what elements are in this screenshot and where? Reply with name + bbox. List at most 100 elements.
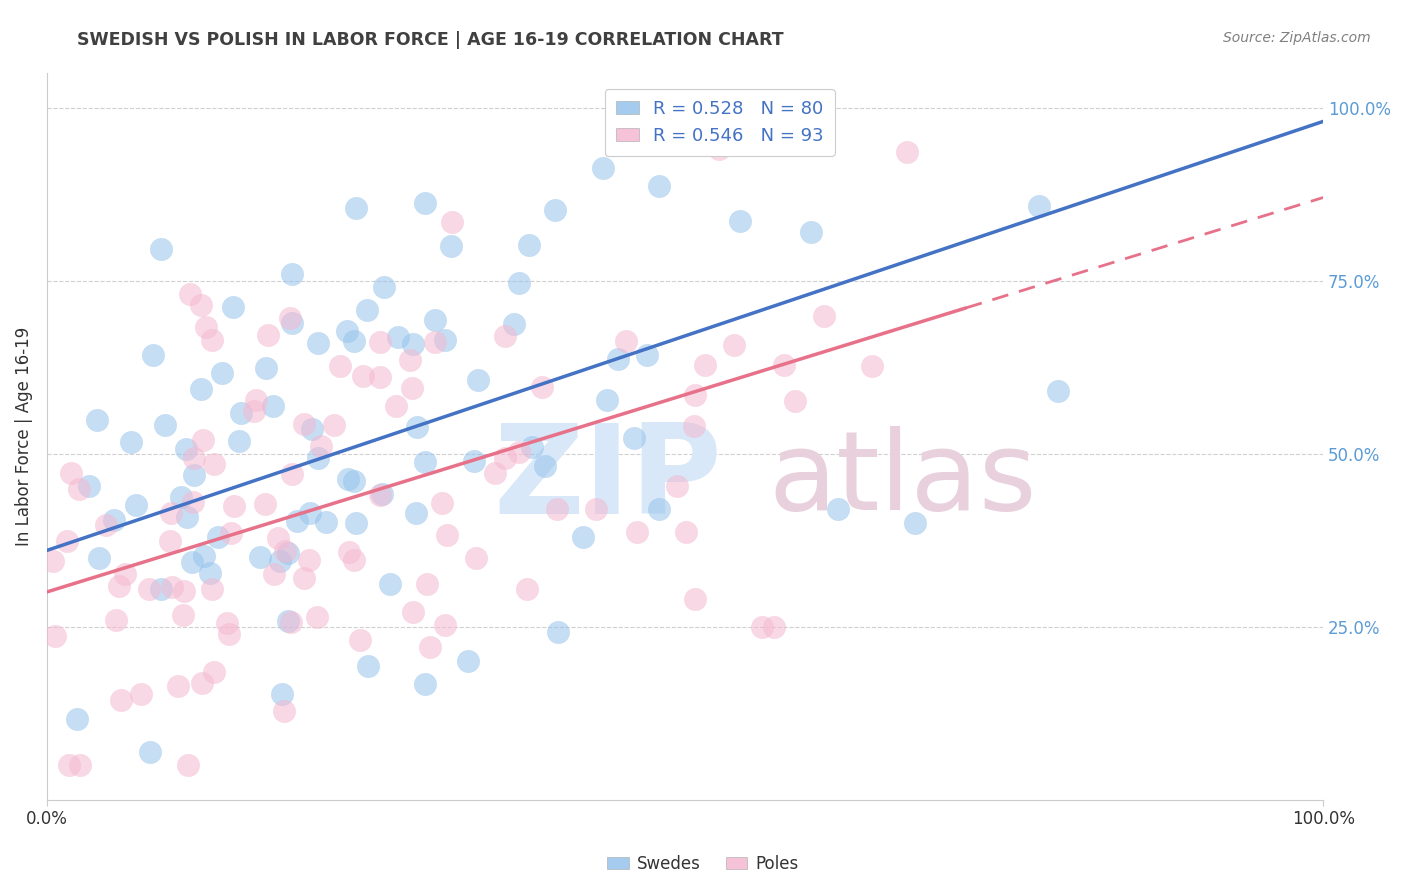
Point bbox=[263, 567, 285, 582]
Point bbox=[457, 654, 479, 668]
Point bbox=[572, 530, 595, 544]
Point bbox=[494, 450, 516, 465]
Point bbox=[343, 474, 366, 488]
Point bbox=[763, 619, 786, 633]
Point bbox=[257, 327, 280, 342]
Point bbox=[402, 337, 425, 351]
Point bbox=[103, 513, 125, 527]
Point bbox=[285, 514, 308, 528]
Point bbox=[904, 516, 927, 530]
Point bbox=[502, 317, 524, 331]
Point bbox=[648, 502, 671, 516]
Point bbox=[274, 544, 297, 558]
Point bbox=[356, 303, 378, 318]
Point bbox=[249, 550, 271, 565]
Text: SWEDISH VS POLISH IN LABOR FORCE | AGE 16-19 CORRELATION CHART: SWEDISH VS POLISH IN LABOR FORCE | AGE 1… bbox=[77, 31, 785, 49]
Point bbox=[273, 704, 295, 718]
Point bbox=[336, 324, 359, 338]
Point bbox=[413, 455, 436, 469]
Point bbox=[508, 276, 530, 290]
Point bbox=[626, 524, 648, 539]
Point bbox=[153, 418, 176, 433]
Point bbox=[180, 555, 202, 569]
Point bbox=[709, 142, 731, 156]
Point bbox=[682, 418, 704, 433]
Point bbox=[110, 693, 132, 707]
Point bbox=[269, 554, 291, 568]
Point bbox=[543, 203, 565, 218]
Point bbox=[467, 373, 489, 387]
Point bbox=[307, 450, 329, 465]
Point bbox=[301, 422, 323, 436]
Point bbox=[827, 502, 849, 516]
Point bbox=[423, 334, 446, 349]
Point bbox=[416, 577, 439, 591]
Point bbox=[533, 458, 555, 473]
Point bbox=[59, 466, 82, 480]
Point bbox=[222, 499, 245, 513]
Point bbox=[167, 679, 190, 693]
Point bbox=[463, 453, 485, 467]
Point bbox=[245, 392, 267, 407]
Point bbox=[387, 329, 409, 343]
Point bbox=[201, 333, 224, 347]
Point bbox=[66, 712, 89, 726]
Point bbox=[592, 161, 614, 175]
Point bbox=[228, 434, 250, 448]
Point bbox=[86, 413, 108, 427]
Point bbox=[211, 366, 233, 380]
Point bbox=[723, 338, 745, 352]
Point bbox=[344, 202, 367, 216]
Point bbox=[298, 553, 321, 567]
Point bbox=[179, 287, 201, 301]
Y-axis label: In Labor Force | Age 16-19: In Labor Force | Age 16-19 bbox=[15, 326, 32, 546]
Point bbox=[243, 403, 266, 417]
Point bbox=[517, 237, 540, 252]
Point bbox=[434, 333, 457, 347]
Point bbox=[138, 582, 160, 596]
Point bbox=[200, 566, 222, 580]
Legend: Swedes, Poles: Swedes, Poles bbox=[600, 848, 806, 880]
Point bbox=[349, 633, 371, 648]
Point bbox=[280, 317, 302, 331]
Point bbox=[378, 577, 401, 591]
Point bbox=[267, 531, 290, 545]
Point bbox=[280, 615, 302, 629]
Text: atlas: atlas bbox=[768, 426, 1036, 533]
Point bbox=[385, 399, 408, 413]
Point bbox=[772, 358, 794, 372]
Point bbox=[614, 334, 637, 348]
Point bbox=[1028, 199, 1050, 213]
Point bbox=[343, 553, 366, 567]
Point bbox=[413, 195, 436, 210]
Point bbox=[439, 238, 461, 252]
Point bbox=[277, 615, 299, 629]
Point bbox=[636, 348, 658, 362]
Point bbox=[201, 582, 224, 597]
Point bbox=[194, 319, 217, 334]
Text: ZIP: ZIP bbox=[494, 419, 723, 541]
Point bbox=[683, 591, 706, 606]
Point bbox=[495, 329, 517, 343]
Legend: R = 0.528   N = 80, R = 0.546   N = 93: R = 0.528 N = 80, R = 0.546 N = 93 bbox=[605, 89, 835, 156]
Point bbox=[190, 382, 212, 396]
Point bbox=[648, 179, 671, 194]
Point bbox=[87, 551, 110, 566]
Point bbox=[183, 451, 205, 466]
Point bbox=[323, 418, 346, 433]
Point bbox=[402, 605, 425, 619]
Point bbox=[436, 528, 458, 542]
Point bbox=[139, 745, 162, 759]
Point bbox=[813, 309, 835, 323]
Point bbox=[120, 434, 142, 449]
Point bbox=[292, 571, 315, 585]
Point bbox=[77, 479, 100, 493]
Point bbox=[406, 420, 429, 434]
Point bbox=[207, 530, 229, 544]
Point bbox=[399, 352, 422, 367]
Point bbox=[42, 554, 65, 568]
Point bbox=[508, 445, 530, 459]
Point bbox=[56, 534, 79, 549]
Point bbox=[405, 507, 427, 521]
Point bbox=[215, 616, 238, 631]
